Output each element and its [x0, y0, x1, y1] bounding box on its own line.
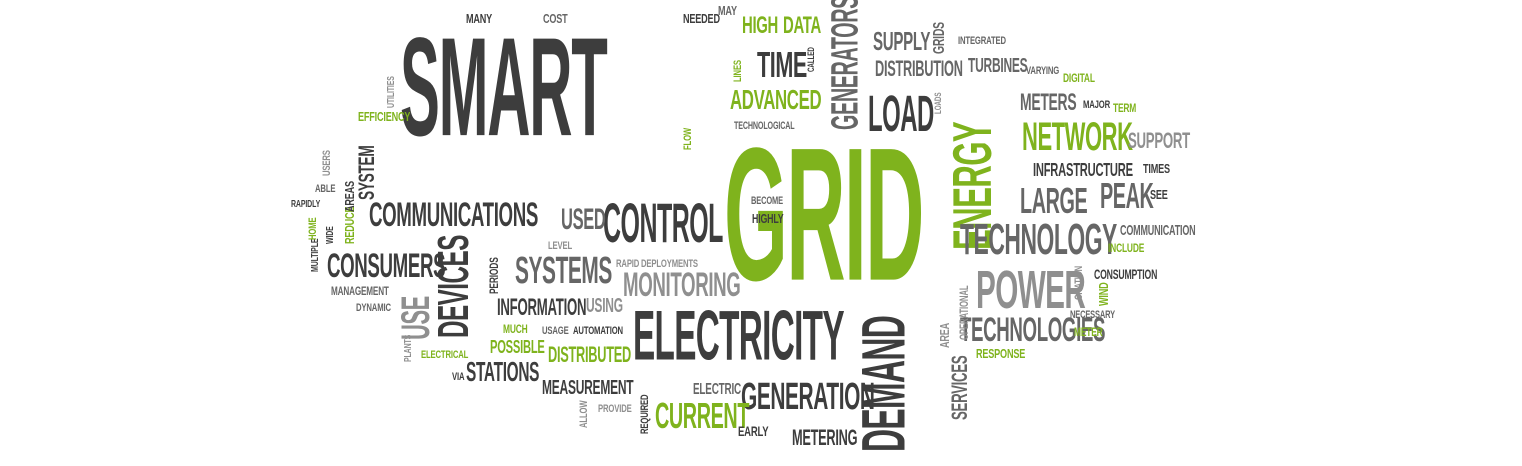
word-meters: METERS	[1020, 89, 1077, 116]
word-via: VIA	[452, 371, 465, 383]
word-meter: METER	[1074, 325, 1103, 339]
word-technology: TECHNOLOGY	[960, 215, 1117, 264]
word-rapid: RAPID	[616, 258, 640, 270]
word-necessary: NECESSARY	[1070, 309, 1115, 321]
word-communication: COMMUNICATION	[1120, 222, 1196, 239]
word-services: SERVICES	[947, 355, 972, 420]
word-periods: PERIODS	[487, 257, 501, 294]
word-term: TERM	[1113, 101, 1137, 115]
word-load: LOAD	[868, 84, 934, 142]
word-varying: VARYING	[1026, 65, 1060, 77]
word-consumers: CONSUMERS	[327, 247, 446, 285]
word-technological: TECHNOLOGICAL	[734, 120, 795, 132]
word-systems: SYSTEMS	[515, 250, 612, 292]
word-loads: LOADS	[933, 92, 943, 114]
word-level: LEVEL	[548, 240, 573, 252]
word-electric: ELECTRIC	[693, 381, 742, 398]
word-metering: METERING	[792, 425, 858, 450]
word-many: MANY	[466, 11, 493, 26]
word-allow: ALLOW	[578, 400, 590, 428]
word-digital: DIGITAL	[1063, 71, 1095, 85]
word-distributed: DISTRIBUTED	[548, 342, 631, 367]
word-include: INCLUDE	[1108, 241, 1145, 255]
word-provide: PROVIDE	[598, 403, 632, 415]
word-citation: CITATION	[1073, 266, 1085, 300]
word-grid: GRID	[724, 109, 924, 321]
word-technologies: TECHNOLOGIES	[960, 311, 1106, 349]
word-major: MAJOR	[1083, 99, 1111, 111]
word-flow: FLOW	[682, 127, 694, 150]
word-network: NETWORK	[1022, 115, 1133, 159]
word-usage: USAGE	[542, 325, 569, 337]
word-data: DATA	[783, 12, 821, 39]
word-generators: GENERATORS	[822, 0, 866, 131]
word-communications: COMMUNICATIONS	[369, 196, 538, 234]
word-electrical: ELECTRICAL	[421, 349, 469, 361]
word-advanced: ADVANCED	[730, 84, 822, 115]
word-management: MANAGEMENT	[331, 284, 389, 298]
word-current: CURRENT	[655, 395, 750, 436]
word-much: MUCH	[503, 322, 528, 336]
word-area: AREA	[937, 322, 952, 348]
word-highly: HIGHLY	[752, 211, 784, 226]
word-stations: STATIONS	[466, 356, 540, 387]
word-support: SUPPORT	[1128, 128, 1190, 153]
word-may: MAY	[718, 3, 737, 18]
word-operational: OPERATIONAL	[957, 285, 971, 340]
word-large: LARGE	[1020, 180, 1088, 221]
word-turbines: TURBINES	[968, 55, 1028, 77]
word-reduce: REDUCE	[342, 206, 357, 244]
word-rapidly: RAPIDLY	[291, 199, 321, 210]
word-measurement: MEASUREMENT	[542, 377, 634, 399]
word-high: HIGH	[742, 12, 779, 39]
word-needed: NEEDED	[683, 11, 720, 26]
word-use: USE	[394, 296, 438, 340]
word-users: USERS	[321, 150, 333, 176]
word-wind: WIND	[1096, 282, 1111, 306]
word-deployments: DEPLOYMENTS	[641, 258, 698, 270]
word-consumption: CONSUMPTION	[1094, 266, 1158, 282]
word-distribution: DISTRIBUTION	[875, 56, 963, 81]
word-utilities: UTILITIES	[386, 76, 397, 108]
word-response: RESPONSE	[976, 346, 1026, 361]
word-required: REQUIRED	[639, 394, 651, 434]
word-see: SEE	[1150, 187, 1168, 202]
word-used: USED	[561, 203, 606, 236]
word-become: BECOME	[751, 195, 783, 207]
word-early: EARLY	[738, 423, 769, 439]
word-efficiency: EFFICIENCY	[358, 109, 411, 124]
word-time: TIME	[757, 44, 807, 85]
word-home: HOME	[307, 217, 319, 240]
word-information: INFORMATION	[497, 294, 587, 321]
word-system: SYSTEM	[354, 145, 379, 200]
word-cost: COST	[543, 11, 568, 26]
word-integrated: INTEGRATED	[958, 35, 1006, 47]
word-smart: SMART	[400, 9, 608, 166]
word-control: CONTROL	[603, 193, 723, 255]
word-called: CALLED	[806, 47, 816, 72]
word-grids: GRIDS	[931, 22, 948, 54]
word-supply: SUPPLY	[873, 26, 931, 56]
word-multiple: MULTIPLE	[310, 238, 321, 272]
word-possible: POSSIBLE	[490, 337, 545, 357]
word-generation: GENERATION	[741, 376, 875, 418]
word-power: POWER	[976, 260, 1086, 320]
word-lines: LINES	[732, 60, 744, 82]
word-using: USING	[586, 295, 623, 317]
word-monitoring: MONITORING	[623, 266, 741, 304]
word-peak: PEAK	[1100, 175, 1154, 216]
word-times: TIMES	[1143, 161, 1170, 176]
word-dynamic: DYNAMIC	[356, 302, 391, 314]
word-wide: WIDE	[325, 226, 336, 244]
word-able: ABLE	[315, 183, 336, 195]
word-automation: AUTOMATION	[573, 325, 623, 337]
word-infrastructure: INFRASTRUCTURE	[1033, 160, 1133, 180]
word-electricity: ELECTRICITY	[633, 295, 845, 375]
